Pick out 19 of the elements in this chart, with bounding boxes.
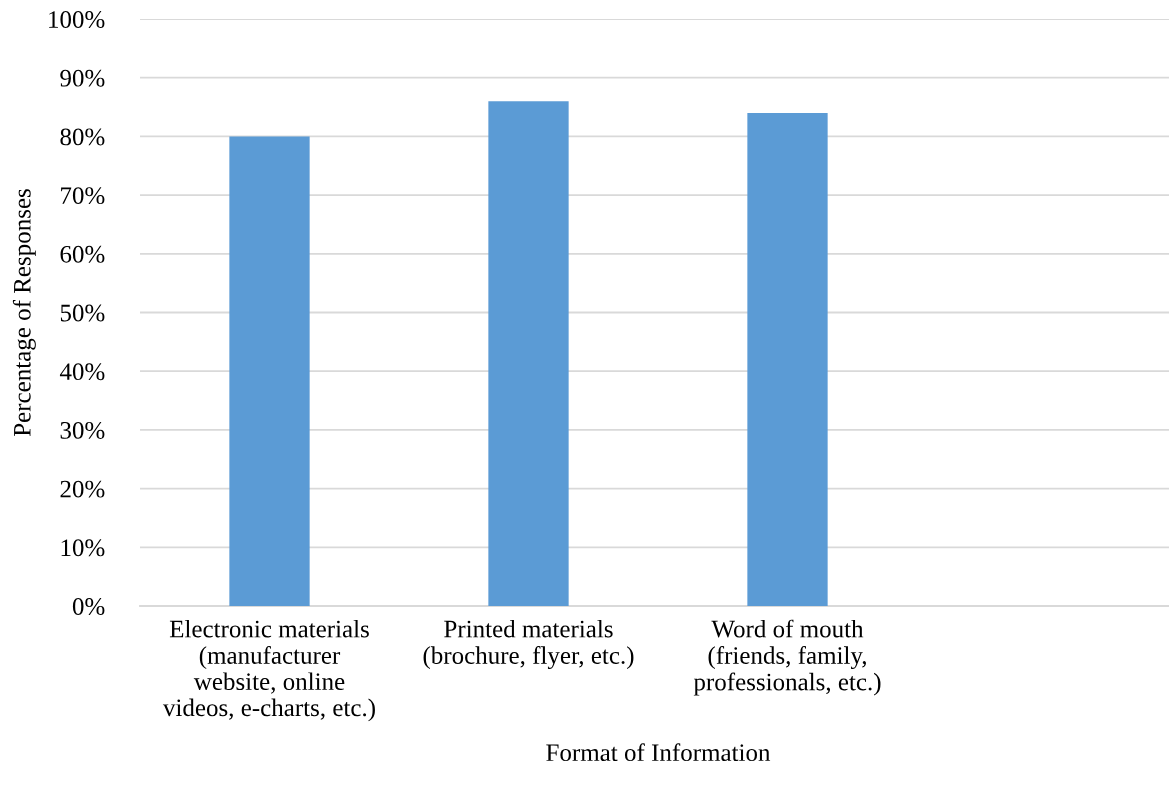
bar	[747, 112, 828, 606]
x-axis-title: Format of Information	[546, 743, 771, 762]
bar	[488, 101, 569, 606]
x-tick-label: Electronic materials (manufacturer website, online videos, e-charts, etc.)	[162, 619, 375, 722]
x-tick-label: Printed materials (brochure, flyer, etc.)	[423, 619, 634, 670]
y-tick-label: 60%	[60, 245, 105, 263]
y-tick-label: 0%	[72, 598, 105, 615]
y-tick-label: 70%	[61, 187, 105, 205]
x-tick-label: Word of mouth (friends, family, professionals, etc.)	[693, 619, 881, 696]
y-tick-label: 30%	[60, 421, 105, 439]
y-tick-label: 20%	[60, 480, 105, 498]
y-tick-label: 80%	[60, 128, 105, 146]
y-tick-label: 100%	[49, 11, 105, 28]
y-tick-label: 40%	[59, 363, 105, 381]
y-axis-title: Percentage of Responses	[12, 189, 36, 437]
y-tick-label: 50%	[60, 304, 105, 322]
y-tick-label: 10%	[61, 539, 105, 557]
y-tick-label: 90%	[60, 69, 105, 87]
bar	[229, 136, 310, 606]
